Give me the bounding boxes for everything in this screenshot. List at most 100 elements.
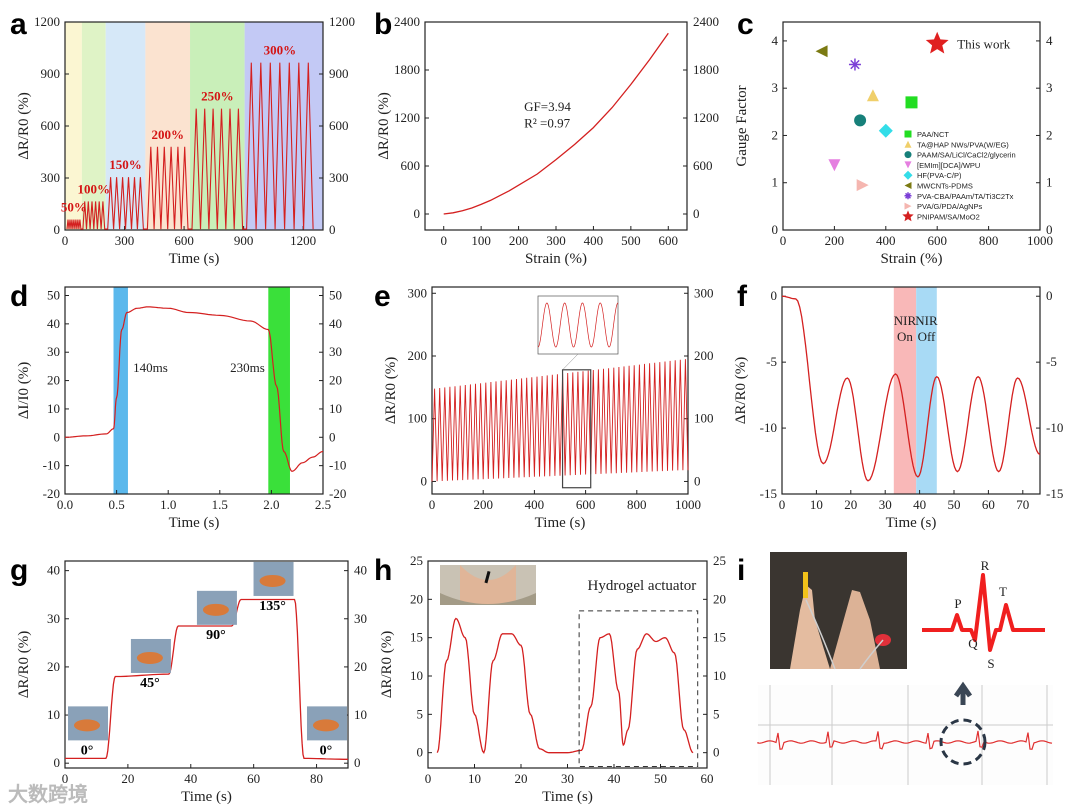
panel-e-ylabel: ΔR/R0 (%) [383,357,399,425]
panel-f-ytick-label-2: -5 [766,354,777,369]
panel-c-legend-marker-0 [904,130,912,138]
panel-a-ytick-label-4: 1200 [34,14,60,29]
panel-e-ytick-label-2: 200 [408,348,428,363]
panel-b-xtick-label-0: 0 [440,233,447,248]
panel-i-ecg-label-0: P [954,596,961,611]
panel-e-xtick-label-1: 200 [473,497,493,512]
panel-c-ytick-label-2: 2 [772,127,779,142]
panel-a-strain-label-0: 50% [61,200,87,215]
panel-c-legend-marker-8 [902,210,914,222]
panel-c-legend-label-1: TA@HAP NWs/PVA(W/EG) [917,140,1009,149]
panel-h-xlabel: Time (s) [542,789,593,805]
panel-d-ylabel: ΔI/I0 (%) [16,362,32,420]
panel-h-ytick-right-label-5: 25 [713,553,726,568]
panel-d-ytick-right-label-1: -10 [329,458,346,473]
panel-f-ytick-right-label-3: 0 [1046,288,1053,303]
panel-g-ytick-label-2: 20 [47,659,60,674]
panel-label-a: a [10,8,27,41]
panel-b-ylabel: ΔR/R0 (%) [376,92,392,160]
panel-f-ytick-label-1: -10 [760,420,777,435]
panel-a-ytick-right-label-0: 0 [329,222,336,237]
panel-g-hand-shape-4 [312,719,339,732]
panel-c-legend-label-3: [EMIm][DCA]/WPU [917,161,980,170]
panel-f-xtick-label-6: 60 [982,497,995,512]
panel-e-ytick-label-3: 300 [408,285,428,300]
panel-i-diagram: P R QS T [757,558,1053,785]
panel-i-trace-bg [758,685,1053,785]
panel-h-ytick-right-label-4: 20 [713,591,726,606]
panel-d-xtick-label-4: 2.0 [263,497,279,512]
panel-d-xtick-label-3: 1.5 [212,497,228,512]
panel-e-inset-connector [562,353,579,370]
panel-a-strain-label-5: 300% [264,43,297,58]
panel-label-f: f [737,280,748,313]
panel-h-ytick-label-0: 0 [417,745,424,760]
panel-a-band-2 [105,22,146,230]
panel-g-hand-shape-1 [136,651,163,664]
panel-i-ecg-label-3: S [987,656,994,671]
panel-c-legend-marker-2 [904,151,912,159]
panel-g-ytick-right-label-1: 10 [354,707,367,722]
panel-h-ytick-right-label-2: 10 [713,668,726,683]
panel-e-ytick-label-0: 0 [421,473,428,488]
panel-e-ytick-label-1: 100 [408,411,428,426]
panel-b-xtick-label-5: 500 [621,233,641,248]
panel-b-ytick-right-label-2: 1200 [693,110,719,125]
panel-c-legend-marker-1 [904,140,912,148]
panel-d-series-line [64,306,324,472]
panel-c-legend-label-4: HF(PVA-C/P) [917,171,962,180]
panel-h-ytick-right-label-1: 5 [713,706,720,721]
panel-f-xtick-label-5: 50 [948,497,961,512]
panel-g-hand-shape-0 [74,719,101,732]
panel-c-xtick-label-0: 0 [780,233,787,248]
panel-e-xtick-label-3: 600 [576,497,596,512]
panel-e-xtick-label-2: 400 [525,497,545,512]
panel-h-xtick-label-3: 30 [561,771,574,786]
panel-g-ytick-label-3: 30 [47,611,60,626]
panel-f-ylabel: ΔR/R0 (%) [733,357,749,425]
panel-b-chart: 0 100 200 300 400 500 600 0 0 600 600 1200 1200 1800 1… [376,14,719,267]
panel-b-xtick-label-2: 200 [509,233,529,248]
panel-d-annotation-rise: 140ms [133,360,168,375]
panel-label-h: h [374,554,392,587]
panel-f-chart: 0 10 20 30 40 50 60 70 -15 -15 -10 -10 -5 -5 0 0 Time (s… [733,286,1063,531]
panel-label-i: i [737,554,745,587]
panel-g-xlabel: Time (s) [181,789,232,805]
panel-f-bands [893,287,937,494]
panel-e-series-line [431,359,689,482]
panel-e-inset-line [537,302,619,348]
panel-g-hand-shape-3 [259,574,286,587]
watermark: 大数跨境 [8,784,88,806]
panel-a-xtick-label-1: 300 [115,233,135,248]
panel-d-ytick-label-1: -10 [43,458,60,473]
panel-f-ytick-right-label-2: -5 [1046,354,1057,369]
panel-b-ytick-label-1: 600 [401,158,421,173]
panel-g-ytick-label-4: 40 [47,563,60,578]
panel-i-arrow-icon [953,681,973,705]
panel-d-ytick-right-label-4: 20 [329,373,342,388]
panel-a-strain-label-2: 150% [109,157,142,172]
panel-c-xlabel: Strain (%) [880,251,942,267]
panel-a-band-0 [65,22,82,230]
panel-a-strain-label-4: 250% [201,89,234,104]
panel-g-angle-label-4: 0° [320,743,333,758]
panel-e-ytick-right-label-0: 0 [694,473,701,488]
panel-b-xtick-label-1: 100 [471,233,491,248]
panel-g-ytick-right-label-3: 30 [354,611,367,626]
panel-c-ylabel: Gauge Factor [734,85,750,166]
panel-d-ytick-label-5: 30 [47,344,60,359]
panel-i-ecg-schematic [922,573,1045,652]
panel-f-xtick-label-4: 40 [913,497,926,512]
panel-g-angle-label-3: 135° [259,599,286,614]
panel-a-ytick-label-3: 900 [41,66,61,81]
panel-g-xtick-label-4: 80 [310,771,323,786]
panel-c-ytick-label-0: 0 [772,222,779,237]
panel-h-ytick-label-5: 25 [410,553,423,568]
panel-c-point-6 [815,45,828,58]
panel-d-ytick-label-3: 10 [47,401,60,416]
panel-f-band-label-1-line1: NIR [915,313,938,328]
